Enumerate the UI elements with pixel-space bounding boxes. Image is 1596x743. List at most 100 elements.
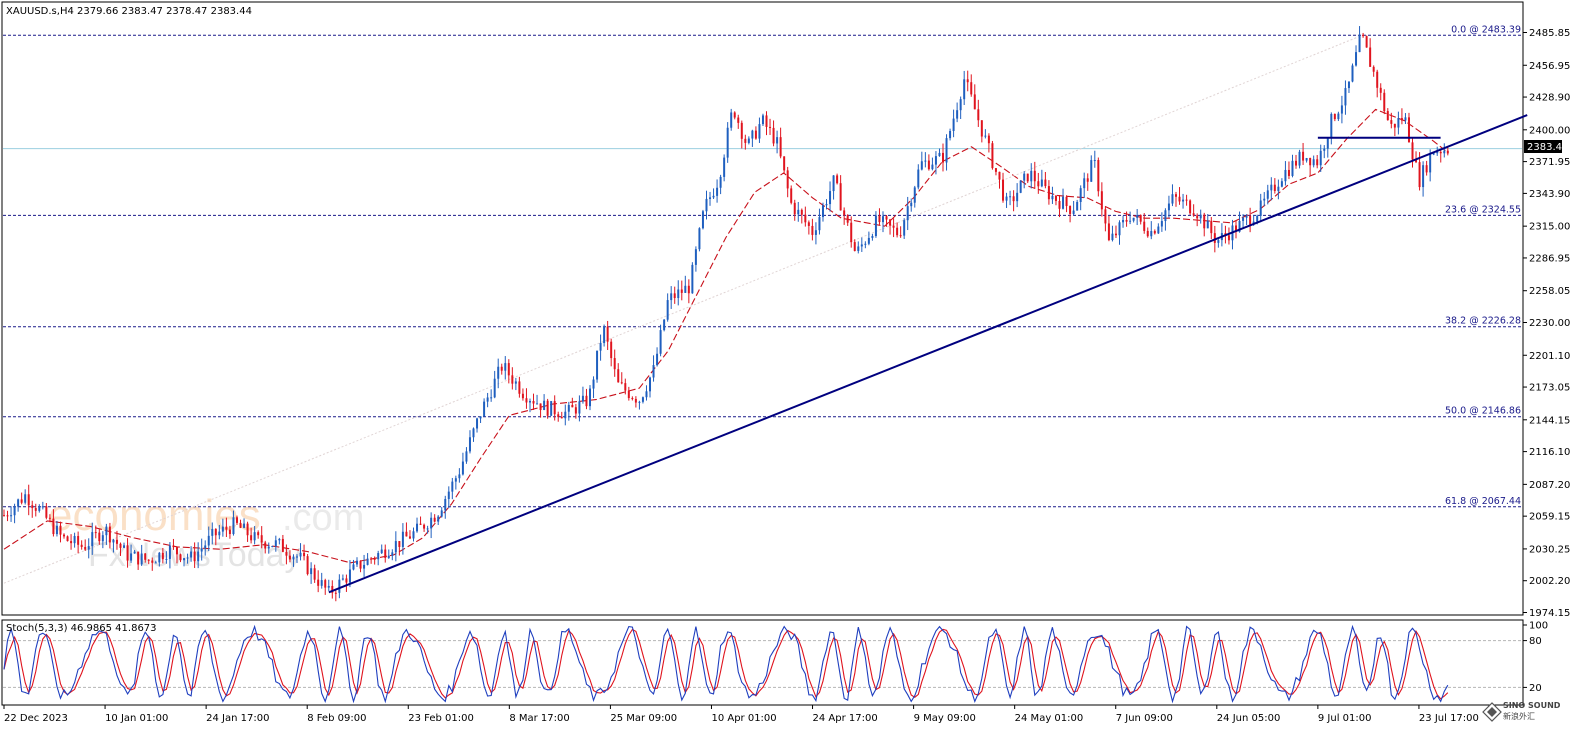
candle-body — [476, 418, 479, 429]
candle-body — [864, 243, 867, 245]
candle-body — [115, 539, 118, 544]
candle-body — [987, 135, 990, 144]
candle-body — [1182, 199, 1185, 202]
candle-body — [585, 395, 588, 407]
candle-body — [1122, 219, 1125, 223]
candle-body — [17, 499, 20, 507]
time-tick-label: 24 May 01:00 — [1015, 713, 1084, 724]
candle-body — [1333, 113, 1336, 120]
candle-body — [1072, 210, 1075, 214]
logo-line2: 新浪外汇 — [1503, 711, 1535, 721]
candle-body — [698, 228, 701, 250]
candle-body — [1111, 233, 1114, 241]
candle-body — [310, 568, 313, 575]
candle-body — [871, 236, 874, 238]
candle-body — [1362, 34, 1365, 37]
candle-body — [906, 206, 909, 221]
candle-body — [1351, 65, 1354, 82]
candle-body — [408, 536, 411, 539]
candle-body — [860, 244, 863, 247]
candle-body — [165, 558, 168, 560]
candle-body — [963, 79, 966, 100]
candle-body — [267, 546, 270, 549]
time-tick-label: 22 Dec 2023 — [4, 713, 68, 724]
candle-body — [45, 506, 48, 518]
candle-body — [1065, 196, 1068, 207]
candle-body — [1347, 81, 1350, 89]
candle-body — [1026, 173, 1029, 182]
time-tick-label: 23 Feb 01:00 — [408, 713, 474, 724]
price-tick-label: 2030.25 — [1529, 544, 1570, 555]
candle-body — [984, 135, 987, 137]
candle-body — [800, 209, 803, 215]
candle-body — [761, 115, 764, 125]
candle-body — [140, 553, 143, 565]
candle-body — [797, 209, 800, 215]
candle-body — [613, 358, 616, 370]
candle-body — [656, 353, 659, 366]
stoch-main-line — [3, 624, 1449, 704]
price-tick-label: 2116.10 — [1529, 447, 1570, 458]
candle-body — [536, 403, 539, 405]
candle-body — [814, 230, 817, 235]
current-price-label: 2383.44 — [1524, 140, 1568, 153]
candle-body — [1203, 214, 1206, 229]
candle-body — [250, 535, 253, 541]
fib-level-label: 61.8 @ 2067.44 — [1445, 496, 1521, 507]
candle-body — [966, 79, 969, 83]
time-tick-label: 24 Jun 05:00 — [1217, 713, 1281, 724]
time-tick-label: 25 Mar 09:00 — [610, 713, 677, 724]
candle-body — [1369, 47, 1372, 67]
candle-body — [1415, 159, 1418, 163]
candle-body — [712, 195, 715, 198]
candle-body — [239, 522, 242, 528]
candle-body — [1330, 113, 1333, 139]
candle-body — [299, 552, 302, 557]
candle-body — [483, 401, 486, 417]
candle-body — [27, 494, 30, 506]
candle-body — [320, 580, 323, 586]
candle-body — [1400, 118, 1403, 121]
candle-body — [1358, 34, 1361, 53]
time-tick-label: 8 Feb 09:00 — [307, 713, 366, 724]
candle-body — [889, 219, 892, 226]
candle-body — [91, 532, 94, 547]
candle-body — [1033, 170, 1036, 182]
candle-body — [1178, 196, 1181, 202]
candle-body — [786, 170, 789, 189]
candle-body — [673, 293, 676, 299]
candle-body — [437, 516, 440, 522]
candle-body — [977, 109, 980, 121]
stoch-signal-line — [3, 628, 1449, 700]
candle-body — [48, 517, 51, 519]
candle-body — [518, 381, 521, 394]
candle-body — [306, 556, 309, 575]
candle-body — [638, 401, 641, 403]
candle-body — [846, 215, 849, 223]
candle-body — [663, 319, 666, 331]
candle-body — [172, 545, 175, 548]
candle-body — [1079, 188, 1082, 202]
candle-body — [1429, 154, 1432, 173]
candle-body — [348, 569, 351, 583]
candle-body — [1277, 186, 1280, 191]
candle-body — [1266, 190, 1269, 199]
drawn-lines[interactable] — [328, 114, 1528, 594]
candle-body — [677, 289, 680, 299]
candle-body — [617, 369, 620, 383]
candle-body — [419, 523, 422, 525]
candle-body — [1273, 184, 1276, 191]
time-tick-label: 24 Apr 17:00 — [813, 713, 878, 724]
candle-body — [726, 127, 729, 158]
candle-body — [719, 176, 722, 188]
candle-body — [867, 237, 870, 244]
candle-body — [497, 366, 500, 379]
candle-body — [723, 157, 726, 177]
candle-body — [1199, 214, 1202, 219]
candle-body — [461, 461, 464, 475]
candle-body — [1284, 169, 1287, 182]
candle-body — [151, 560, 154, 563]
candle-body — [264, 542, 267, 549]
candle-body — [765, 115, 768, 127]
